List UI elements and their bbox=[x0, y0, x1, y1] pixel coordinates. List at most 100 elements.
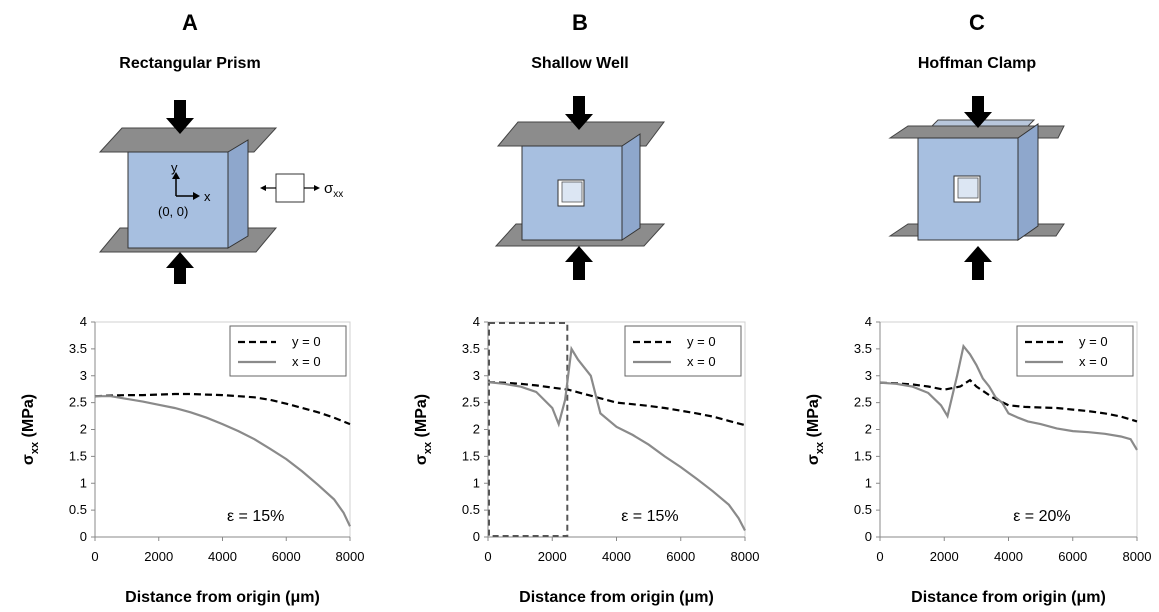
y-tick-label: 3.5 bbox=[69, 341, 87, 356]
strain-annotation: ε = 15% bbox=[621, 508, 678, 525]
x-tick-label: 4000 bbox=[602, 549, 631, 564]
block-side bbox=[621, 133, 641, 241]
inset-highlight-box bbox=[488, 322, 569, 537]
y-axis-subscript: xx bbox=[29, 441, 41, 454]
stress-arrowhead-right bbox=[314, 185, 320, 191]
y-axis-arrowhead bbox=[172, 172, 180, 179]
y-axis-subscript: xx bbox=[422, 441, 434, 454]
stress-symbol: σ bbox=[324, 180, 334, 197]
chart-shallow-well: 0 0.5 1 1.5 2 2.5 3 3.5 4 0 2000 4000 6000 8000 Distan… bbox=[413, 314, 759, 606]
y-tick-label: 2.5 bbox=[69, 395, 87, 410]
y-axis-title: σxx (MPa) bbox=[20, 394, 41, 465]
panel-title-c: Hoffman Clamp bbox=[918, 55, 1036, 72]
y-tick-label: 4 bbox=[473, 314, 480, 329]
y-axis-unit: (MPa) bbox=[413, 394, 430, 442]
y-tick-label: 1.5 bbox=[854, 448, 872, 463]
legend-label: x = 0 bbox=[687, 354, 716, 369]
top-plate-overhang bbox=[930, 119, 1036, 127]
y-tick-label: 2.5 bbox=[854, 395, 872, 410]
y-tick-label: 4 bbox=[80, 314, 87, 329]
top-plate bbox=[496, 121, 665, 147]
panel-letter-c: C bbox=[969, 10, 985, 35]
series-line-x0 bbox=[879, 343, 1138, 451]
y-tick-label: 3 bbox=[865, 368, 872, 383]
y-axis-title: σxx (MPa) bbox=[805, 394, 826, 465]
stress-label: σxx bbox=[324, 180, 343, 200]
panel-title-b: Shallow Well bbox=[531, 55, 629, 72]
series-line-x0 bbox=[95, 395, 351, 527]
legend-label: y = 0 bbox=[292, 334, 321, 349]
x-tick-label: 6000 bbox=[666, 549, 695, 564]
series-line-y0 bbox=[879, 378, 1138, 423]
panel-letter-b: B bbox=[572, 10, 588, 35]
block-side bbox=[227, 139, 249, 249]
y-axis-symbol: σ bbox=[20, 454, 37, 465]
x-axis-arrowhead bbox=[193, 192, 200, 200]
x-axis-label: x bbox=[204, 189, 211, 204]
y-tick-label: 3.5 bbox=[462, 341, 480, 356]
y-axis-symbol: σ bbox=[805, 454, 822, 465]
x-tick-label: 4000 bbox=[994, 549, 1023, 564]
force-arrow-down bbox=[166, 100, 194, 134]
x-tick-label: 4000 bbox=[208, 549, 237, 564]
series-line-y0 bbox=[94, 392, 351, 426]
y-tick-label: 1.5 bbox=[69, 448, 87, 463]
x-tick-label: 2000 bbox=[538, 549, 567, 564]
y-tick-label: 0.5 bbox=[462, 502, 480, 517]
stress-subscript: xx bbox=[333, 189, 343, 200]
force-arrow-up bbox=[964, 246, 992, 280]
legend bbox=[1016, 325, 1134, 377]
x-tick-label: 8000 bbox=[731, 549, 760, 564]
well-inner bbox=[957, 177, 979, 199]
x-tick-label: 6000 bbox=[1058, 549, 1087, 564]
force-arrow-up bbox=[166, 252, 194, 284]
y-tick-label: 0 bbox=[80, 529, 87, 544]
y-tick-label: 0.5 bbox=[854, 502, 872, 517]
strain-annotation: ε = 15% bbox=[227, 508, 284, 525]
legend bbox=[624, 325, 742, 377]
y-tick-label: 3.5 bbox=[854, 341, 872, 356]
force-arrow-up bbox=[565, 246, 593, 280]
x-axis-title: Distance from origin (μm) bbox=[911, 589, 1106, 606]
legend bbox=[229, 325, 347, 377]
panel-title-a: Rectangular Prism bbox=[119, 55, 260, 72]
series-line-x0 bbox=[487, 345, 746, 532]
x-tick-label: 0 bbox=[876, 549, 883, 564]
y-tick-label: 1 bbox=[80, 475, 87, 490]
top-plate bbox=[98, 127, 278, 153]
chart-hoffman-clamp: 0 0.5 1 1.5 2 2.5 3 3.5 4 0 2000 4000 6000 8000 Distan… bbox=[805, 314, 1151, 606]
y-tick-label: 0 bbox=[473, 529, 480, 544]
y-axis-title: σxx (MPa) bbox=[413, 394, 434, 465]
well-inner bbox=[561, 181, 583, 203]
block-side bbox=[1017, 123, 1039, 241]
stress-arrowhead-left bbox=[260, 185, 266, 191]
y-tick-label: 2.5 bbox=[462, 395, 480, 410]
strain-annotation: ε = 20% bbox=[1013, 508, 1070, 525]
force-arrow-down bbox=[964, 96, 992, 128]
y-tick-label: 1 bbox=[865, 475, 872, 490]
panel-letter-a: A bbox=[182, 10, 198, 35]
y-tick-label: 2 bbox=[473, 422, 480, 437]
diagram-rectangular-prism: y x (0, 0) σxx bbox=[98, 100, 343, 284]
diagram-hoffman-clamp bbox=[888, 96, 1065, 280]
chart-rectangular-prism: 0 0.5 1 1.5 2 2.5 3 3.5 4 0 2000 4000 6000 8000 Distan… bbox=[20, 314, 364, 606]
legend-label: y = 0 bbox=[1079, 334, 1108, 349]
y-tick-label: 3 bbox=[80, 368, 87, 383]
diagram-shallow-well bbox=[494, 96, 666, 280]
x-axis-title: Distance from origin (μm) bbox=[519, 589, 714, 606]
y-tick-label: 0.5 bbox=[69, 502, 87, 517]
y-tick-label: 2 bbox=[865, 422, 872, 437]
origin-label: (0, 0) bbox=[158, 204, 188, 219]
y-tick-label: 2 bbox=[80, 422, 87, 437]
x-tick-label: 2000 bbox=[144, 549, 173, 564]
x-axis-title: Distance from origin (μm) bbox=[125, 589, 320, 606]
y-tick-label: 3 bbox=[473, 368, 480, 383]
y-axis-unit: (MPa) bbox=[20, 394, 37, 442]
x-tick-label: 6000 bbox=[272, 549, 301, 564]
force-arrow-down bbox=[565, 96, 593, 130]
x-tick-label: 2000 bbox=[930, 549, 959, 564]
y-axis-label: y bbox=[171, 160, 178, 175]
x-tick-label: 8000 bbox=[336, 549, 365, 564]
x-tick-label: 8000 bbox=[1123, 549, 1152, 564]
